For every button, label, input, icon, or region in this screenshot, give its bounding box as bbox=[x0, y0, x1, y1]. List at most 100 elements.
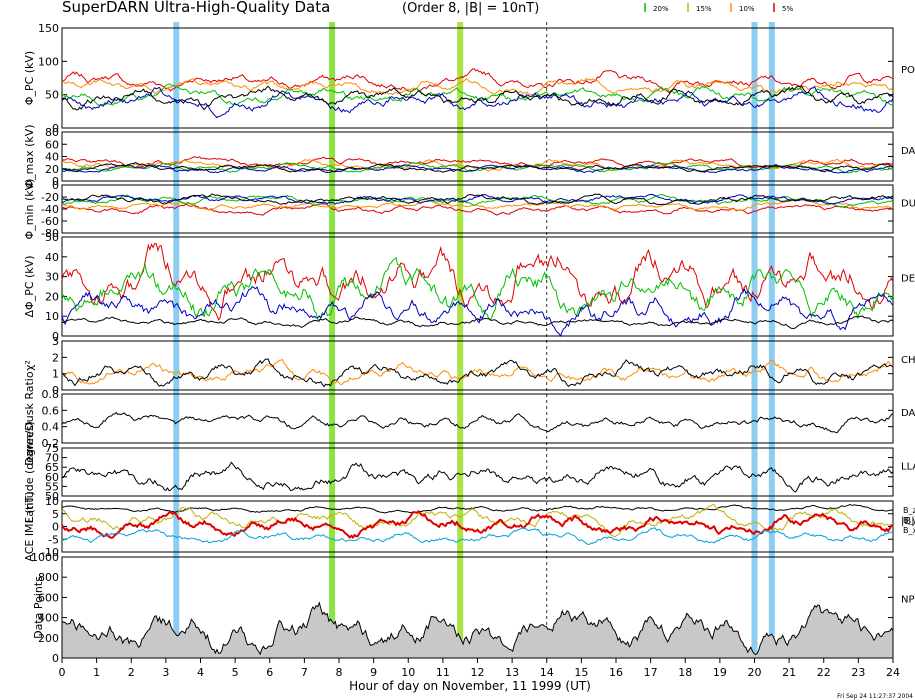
highlight-bands bbox=[173, 22, 775, 658]
y-tick-label: -5 bbox=[48, 533, 59, 546]
series-line bbox=[61, 83, 894, 106]
y-tick-label: -20 bbox=[41, 191, 59, 204]
y-tick-label: 20 bbox=[45, 163, 59, 176]
panel-delta-phi: 0 10 20 30 40 50 ΔΦ_PC (kV) DE bbox=[23, 231, 915, 343]
x-tick-label: 6 bbox=[266, 666, 273, 679]
y-tick-label: 40 bbox=[45, 251, 59, 264]
y-tick-label: 50 bbox=[45, 231, 59, 244]
y-axis-label: Φ_PC (kV) bbox=[23, 51, 36, 105]
side-label: |B| bbox=[901, 516, 915, 527]
y-tick-label: 3 bbox=[52, 335, 59, 348]
series-line bbox=[61, 461, 894, 493]
panel-data-points: 0 200 400 600 800 1000 Data Points NP bbox=[31, 551, 915, 665]
y-tick-label: 2 bbox=[52, 351, 59, 364]
highlight-band bbox=[173, 22, 180, 658]
y-tick-label: 55 bbox=[45, 480, 59, 493]
x-tick-label: 19 bbox=[713, 666, 727, 679]
y-tick-label: 600 bbox=[38, 591, 59, 604]
panel-frame bbox=[61, 27, 894, 129]
y-tick-label: 60 bbox=[45, 138, 59, 151]
x-tick-label: 16 bbox=[609, 666, 623, 679]
legend-label: 20% bbox=[653, 5, 669, 13]
x-tick-label: 10 bbox=[401, 666, 415, 679]
panel-frame bbox=[61, 447, 894, 497]
y-tick-label: 150 bbox=[38, 22, 59, 35]
y-tick-label: -80 bbox=[41, 227, 59, 240]
highlight-band bbox=[329, 22, 336, 658]
series-line bbox=[61, 68, 894, 94]
y-tick-label: 0.2 bbox=[42, 437, 60, 450]
highlight-band bbox=[768, 22, 775, 658]
x-tick-label: 20 bbox=[748, 666, 762, 679]
y-tick-label: 0 bbox=[52, 179, 59, 192]
imf-label: B_x bbox=[903, 526, 915, 535]
series-line bbox=[61, 193, 894, 206]
series-line bbox=[61, 503, 894, 538]
panel-chi2: 0 1 2 3 χ² CH bbox=[23, 335, 915, 397]
x-tick-label: 13 bbox=[505, 666, 519, 679]
side-label: DAY bbox=[901, 408, 915, 419]
y-tick-label: 100 bbox=[38, 55, 59, 68]
x-tick-label: 24 bbox=[886, 666, 900, 679]
y-tick-label: 400 bbox=[38, 612, 59, 625]
series-line bbox=[61, 164, 894, 174]
y-tick-label: 0 bbox=[52, 652, 59, 665]
x-tick-label: 5 bbox=[232, 666, 239, 679]
y-tick-label: -40 bbox=[41, 203, 59, 216]
panel-frame bbox=[61, 393, 894, 444]
imf-label: B_z bbox=[903, 506, 915, 515]
legend: 20% 15% 10% 5% bbox=[644, 3, 793, 13]
series-area bbox=[61, 601, 894, 659]
y-tick-label: 20 bbox=[45, 290, 59, 303]
x-tick-label: 4 bbox=[197, 666, 204, 679]
x-tick-label: 23 bbox=[851, 666, 865, 679]
y-tick-label: 65 bbox=[45, 461, 59, 474]
y-axis-label: Φ_max (kV) bbox=[23, 124, 36, 188]
y-tick-label: 10 bbox=[45, 495, 59, 508]
x-tick-label: 3 bbox=[162, 666, 169, 679]
x-tick-label: 9 bbox=[370, 666, 377, 679]
series-line bbox=[61, 411, 894, 434]
y-tick-label: 50 bbox=[45, 89, 59, 102]
panel-frame bbox=[61, 131, 894, 182]
side-label: CH bbox=[901, 355, 915, 366]
x-axis: 0 1 2 3 4 5 6 7 8 9 10 11 12 13 14 15 16 17 18 19 20 21 22 23 24 bbox=[59, 658, 900, 679]
x-tick-label: 0 bbox=[59, 666, 66, 679]
panel-frame bbox=[61, 340, 894, 391]
y-tick-label: 60 bbox=[45, 471, 59, 484]
series-line bbox=[61, 193, 894, 205]
x-tick-label: 18 bbox=[678, 666, 692, 679]
x-tick-label: 22 bbox=[817, 666, 831, 679]
imf-label: B_y bbox=[903, 516, 915, 525]
y-axis-label: Latitude (degrees) bbox=[23, 421, 36, 523]
series-line bbox=[61, 203, 894, 216]
series-line bbox=[61, 285, 894, 338]
y-axis-label: Dawn/Dusk Ratio bbox=[23, 371, 36, 465]
y-tick-label: 1 bbox=[52, 368, 59, 381]
y-tick-label: 0 bbox=[52, 384, 59, 397]
y-axis-label: ΔΦ_PC (kV) bbox=[23, 256, 36, 318]
panel-phi-pc: 0 50 100 150 Φ_PC (kV) PO bbox=[23, 22, 915, 135]
side-label: DU bbox=[901, 199, 915, 210]
legend-label: 10% bbox=[739, 5, 755, 13]
x-tick-label: 2 bbox=[128, 666, 135, 679]
y-tick-label: 200 bbox=[38, 632, 59, 645]
y-tick-label: -10 bbox=[41, 546, 59, 559]
y-tick-label: 0 bbox=[52, 330, 59, 343]
y-tick-label: 75 bbox=[45, 442, 59, 455]
side-label: NP bbox=[901, 594, 915, 605]
series-line bbox=[61, 77, 894, 96]
series-line bbox=[61, 510, 894, 540]
legend-label: 15% bbox=[696, 5, 712, 13]
panel-dawn-dusk: 0.2 0.4 0.6 0.8 Dawn/Dusk Ratio DAY bbox=[23, 371, 915, 465]
y-tick-label: 50 bbox=[45, 490, 59, 503]
y-tick-label: 0.6 bbox=[42, 404, 60, 417]
side-label: LLA bbox=[901, 462, 915, 473]
x-tick-label: 17 bbox=[644, 666, 658, 679]
y-axis-label: ACE IMF (nT) bbox=[23, 491, 36, 561]
timestamp: Fri Sep 24 11:27:37 2004 bbox=[837, 693, 913, 700]
y-tick-label: 30 bbox=[45, 271, 59, 284]
